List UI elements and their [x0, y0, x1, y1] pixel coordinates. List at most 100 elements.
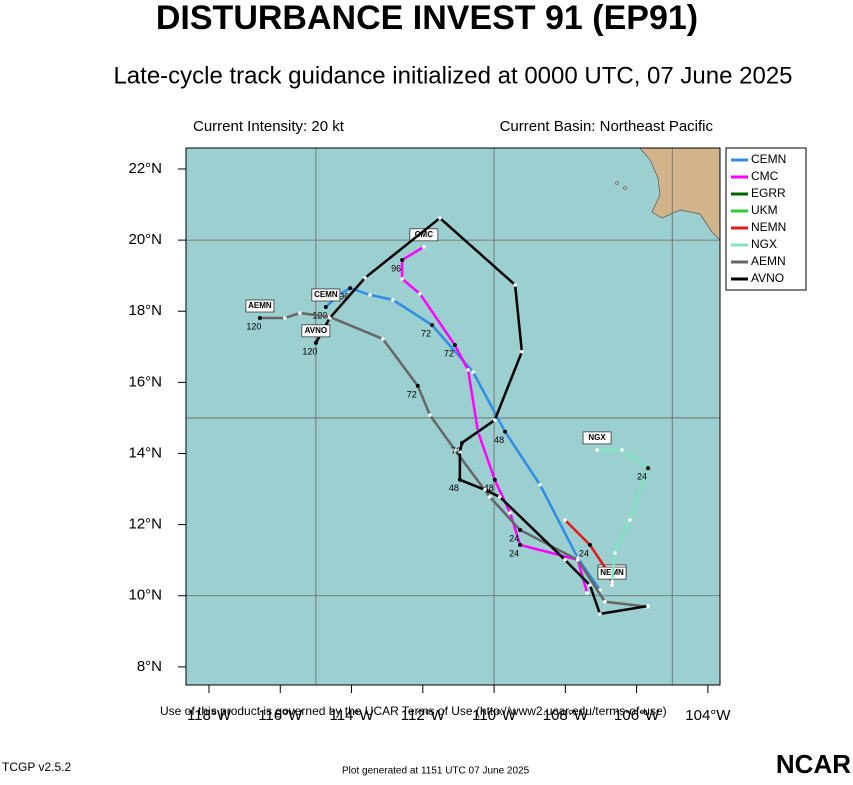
track-tag: NGX: [588, 433, 606, 442]
y-tick-label: 16°N: [128, 373, 162, 390]
x-tick-label: 106°W: [614, 707, 660, 724]
track-point: [391, 298, 395, 302]
y-tick-label: 18°N: [128, 302, 162, 319]
x-tick-label: 114°W: [329, 707, 374, 724]
track-point: [422, 245, 426, 249]
legend-label: CEMN: [751, 152, 786, 166]
track-point: [508, 511, 512, 515]
plot-area: 487296120CEMN24487296CMCUKM24NEMN24NGX24…: [186, 148, 720, 685]
track-point: [563, 558, 567, 562]
hour-dot: [459, 440, 464, 445]
hour-label: 72: [407, 389, 417, 399]
hour-dot: [492, 477, 497, 482]
chart-subtitle: Late-cycle track guidance initialized at…: [113, 62, 792, 89]
info-basin: Current Basin: Northeast Pacific: [500, 118, 714, 135]
legend-label: NEMN: [751, 220, 786, 234]
hour-dot: [587, 542, 592, 547]
x-tick-label: 118°W: [187, 707, 232, 724]
hour-dot: [323, 304, 328, 309]
track-point: [400, 277, 404, 281]
track-point: [283, 316, 287, 320]
track-point: [610, 580, 614, 584]
track-line: [400, 245, 589, 594]
track-point: [538, 482, 542, 487]
hour-label: 120: [302, 346, 317, 356]
track-point: [588, 583, 592, 587]
track-point: [497, 495, 502, 499]
y-tick-label: 8°N: [137, 658, 162, 675]
track-line: [564, 519, 614, 586]
track-point: [458, 450, 462, 454]
logo: NCAR: [776, 749, 851, 779]
hour-dot: [415, 383, 420, 388]
island: [615, 181, 619, 185]
generated: Plot generated at 1151 UTC 07 June 2025: [342, 766, 530, 777]
hour-dot: [313, 340, 318, 345]
hour-label: 48: [494, 435, 504, 445]
track-point: [368, 293, 372, 297]
hour-label: 24: [579, 548, 589, 558]
track-point: [598, 612, 602, 616]
hour-dot: [518, 527, 523, 532]
track-tag-box: [245, 299, 275, 313]
track-point: [466, 368, 470, 372]
track-point: [298, 311, 302, 315]
legend: [725, 147, 807, 291]
track-point: [483, 487, 487, 492]
track-point: [428, 413, 432, 417]
hour-dot: [457, 477, 462, 482]
track-point: [520, 349, 524, 354]
track-line: [597, 448, 650, 582]
track-point: [628, 518, 632, 522]
legend-label: UKM: [751, 203, 778, 217]
hour-label: 72: [451, 446, 461, 456]
track-point: [563, 518, 567, 522]
track-point: [595, 448, 599, 452]
hour-label: 72: [421, 328, 431, 338]
track-tag-box: [311, 288, 341, 302]
track-tag: AVNO: [305, 326, 328, 335]
hour-label: 48: [484, 483, 494, 493]
hour-label: 24: [509, 533, 519, 543]
legend-label: AEMN: [751, 254, 786, 268]
legend-label: NGX: [751, 237, 777, 251]
track-point: [438, 216, 442, 220]
track-tag: AEMN: [248, 301, 272, 310]
x-tick-label: 110°W: [472, 707, 517, 724]
track-point: [471, 370, 475, 374]
hour-dot: [400, 258, 405, 263]
footer: Use of this product is governed by the U…: [160, 704, 667, 718]
x-tick-label: 104°W: [685, 707, 731, 724]
hour-dot: [348, 286, 353, 291]
track-point: [381, 337, 385, 341]
track-point: [487, 495, 492, 499]
legend-label: CMC: [751, 169, 779, 183]
track-tag-box: [582, 431, 612, 445]
track-line: [314, 216, 649, 616]
y-tick-label: 20°N: [128, 231, 162, 248]
track-point: [363, 276, 367, 280]
plot-frame: [185, 147, 721, 686]
hour-dot: [646, 466, 651, 471]
track-point: [576, 558, 580, 562]
x-tick-label: 108°W: [543, 707, 589, 724]
track-point: [327, 316, 332, 320]
chart-title: DISTURBANCE INVEST 91 (EP91): [156, 0, 698, 37]
hour-label: 24: [637, 471, 647, 481]
track-point: [585, 591, 589, 595]
land: [615, 148, 720, 241]
hour-label: 72: [444, 348, 454, 358]
y-tick-label: 12°N: [128, 516, 162, 533]
hour-label: 96: [339, 291, 349, 301]
y-tick-label: 22°N: [128, 160, 162, 177]
hour-label: 96: [391, 263, 401, 273]
track-point: [492, 418, 497, 422]
track-point: [620, 448, 624, 452]
track-point: [453, 448, 457, 452]
track-tag: CMC: [415, 230, 433, 239]
x-tick-label: 112°W: [401, 707, 446, 724]
track-point: [610, 583, 614, 587]
hour-label: 48: [449, 483, 459, 493]
hour-dot: [430, 323, 435, 328]
